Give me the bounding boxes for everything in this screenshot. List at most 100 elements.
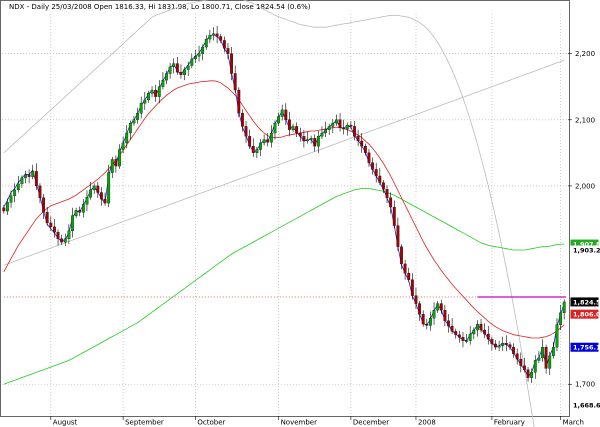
candle-body: [31, 171, 35, 177]
candle-body: [345, 124, 349, 130]
candle-body: [548, 355, 552, 369]
candle-body: [378, 175, 382, 183]
candle-body: [34, 171, 38, 187]
candle-body: [6, 202, 9, 212]
candle-body: [298, 132, 302, 137]
candle-body: [288, 119, 291, 130]
candle-body: [418, 303, 421, 315]
candle-body: [136, 113, 139, 120]
price-tag-label: 1,668.61: [573, 401, 600, 409]
candle-body: [389, 197, 393, 208]
candle-body: [230, 53, 233, 74]
candles: [2, 25, 566, 383]
candle-body: [226, 48, 230, 54]
candle-body: [63, 238, 67, 243]
candle-body: [197, 53, 201, 57]
bollinger-upper-line: [3, 0, 535, 427]
candle-body: [78, 210, 82, 213]
candle-body: [472, 329, 476, 335]
candle-body: [443, 310, 447, 321]
candle-body: [154, 89, 158, 97]
candle-body: [74, 210, 78, 216]
candle-body: [421, 314, 425, 325]
candle-body: [215, 33, 219, 37]
candle-body: [208, 35, 212, 40]
candle-body: [273, 122, 277, 134]
candle-body: [139, 103, 143, 114]
candle-body: [363, 146, 367, 153]
candle-body: [92, 185, 96, 191]
price-tag: [570, 245, 599, 255]
candle-body: [331, 122, 335, 127]
candle-body: [414, 295, 418, 304]
candle-body: [425, 323, 429, 326]
candle-body: [262, 139, 266, 144]
ma-green-line: [3, 188, 565, 385]
y-axis: 2,200 2,100 2,000 1,700 1,907.841,903.22 1,82…: [568, 50, 600, 410]
candle-body: [89, 189, 92, 198]
candle-body: [255, 149, 259, 153]
candle-body: [385, 189, 389, 198]
x-tick-label: December: [353, 419, 389, 427]
candle-body: [172, 63, 176, 68]
x-tick-label: October: [197, 419, 225, 427]
candle-body: [259, 142, 262, 150]
candle-body: [194, 56, 197, 60]
candle-body: [309, 138, 313, 140]
price-tag: [570, 400, 599, 410]
candle-body: [407, 273, 411, 280]
x-tick-label: November: [281, 419, 318, 427]
candle-body: [204, 38, 208, 48]
candle-body: [555, 324, 559, 348]
y-tick-label: 2,100: [575, 116, 595, 124]
price-tag-label: 1,756.11: [573, 344, 600, 352]
candle-body: [121, 142, 125, 150]
price-tag-label: 1,903.22: [573, 246, 600, 254]
candle-body: [118, 149, 121, 167]
candle-body: [537, 357, 541, 361]
candle-body: [306, 139, 309, 142]
candle-body: [353, 126, 356, 137]
chart-title: NDX - Daily 25/03/2008 Open 1816.33, Hi …: [9, 3, 311, 11]
candle-body: [165, 73, 168, 81]
candle-body: [551, 347, 555, 356]
candle-body: [53, 226, 56, 233]
ma-red-line: [3, 80, 565, 339]
candle-body: [179, 72, 183, 75]
candle-body: [284, 109, 288, 120]
candle-body: [403, 263, 407, 274]
plot-frame: [0, 0, 570, 417]
candle-body: [45, 212, 49, 224]
candle-body: [143, 99, 147, 104]
candle-body: [320, 132, 324, 137]
candle-body: [248, 136, 252, 147]
candle-body: [432, 310, 436, 319]
candle-body: [349, 124, 353, 127]
price-tag-label: 1,824.54: [573, 298, 600, 306]
candle-body: [20, 177, 24, 185]
candle-body: [60, 238, 64, 243]
candle-body: [132, 119, 136, 124]
candle-body: [157, 86, 161, 97]
y-tick-label: 2,200: [575, 50, 595, 58]
candle-body: [175, 63, 179, 73]
candle-body: [186, 65, 190, 70]
candle-body: [468, 333, 472, 341]
x-tick-label: August: [53, 419, 78, 427]
candle-body: [42, 197, 45, 213]
y-tick-label: 2,000: [575, 182, 595, 190]
candle-body: [295, 126, 299, 134]
candle-body: [168, 66, 172, 74]
candle-body: [523, 365, 526, 370]
candle-body: [327, 126, 331, 130]
candle-body: [302, 136, 306, 142]
candle-body: [316, 136, 320, 147]
candle-body: [457, 334, 461, 338]
candle-body: [2, 207, 6, 212]
candle-body: [504, 343, 508, 345]
candle-body: [27, 174, 31, 177]
candle-body: [497, 345, 501, 348]
candle-body: [447, 320, 450, 327]
